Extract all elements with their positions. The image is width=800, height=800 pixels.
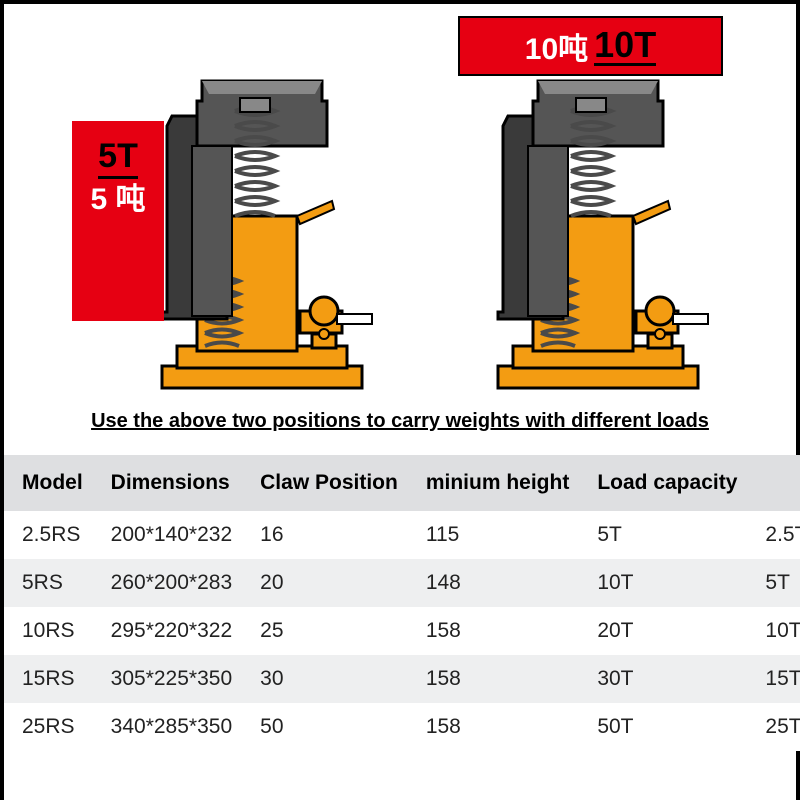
table-row: 5RS 260*200*283 20 148 10T 5T 24 <box>4 559 800 607</box>
cell: 260*200*283 <box>93 559 242 607</box>
label-5t: 5T 5 吨 <box>72 121 164 321</box>
cell: 16 <box>242 511 408 559</box>
spec-table: Model Dimensions Claw Position minium he… <box>4 455 800 751</box>
col-min-height: minium height <box>408 455 580 511</box>
cell: 2.5T <box>747 511 800 559</box>
col-claw-position: Claw Position <box>242 455 408 511</box>
page-frame: 5T 5 吨 <box>0 0 800 800</box>
label-10t-capacity: 10T <box>594 27 656 66</box>
cell: 148 <box>408 559 580 607</box>
cell: 15RS <box>4 655 93 703</box>
cell: 115 <box>408 511 580 559</box>
cell: 50 <box>242 703 408 751</box>
cell: 25 <box>242 607 408 655</box>
cell: 5T <box>747 559 800 607</box>
cell: 10RS <box>4 607 93 655</box>
col-load-capacity-2 <box>747 455 800 511</box>
caption-text: Use the above two positions to carry wei… <box>4 404 796 455</box>
table-row: 25RS 340*285*350 50 158 50T 25T 75 <box>4 703 800 751</box>
col-dimensions: Dimensions <box>93 455 242 511</box>
table-row: 15RS 305*225*350 30 158 30T 15T 53 <box>4 655 800 703</box>
cell: 10T <box>579 559 747 607</box>
label-10t: 10吨 10T <box>458 16 723 76</box>
cell: 158 <box>408 703 580 751</box>
cell: 20 <box>242 559 408 607</box>
diagrams-row: 5T 5 吨 <box>4 4 796 404</box>
cell: 340*285*350 <box>93 703 242 751</box>
label-5t-chinese: 5 吨 <box>90 185 145 215</box>
jack-right: 10吨 10T <box>418 16 748 396</box>
cell: 200*140*232 <box>93 511 242 559</box>
cell: 2.5RS <box>4 511 93 559</box>
table-body: 2.5RS 200*140*232 16 115 5T 2.5T 11 5RS … <box>4 511 800 751</box>
table-row: 10RS 295*220*322 25 158 20T 10T 36 <box>4 607 800 655</box>
cell: 25T <box>747 703 800 751</box>
cell: 5RS <box>4 559 93 607</box>
cell: 20T <box>579 607 747 655</box>
cell: 25RS <box>4 703 93 751</box>
cell: 30 <box>242 655 408 703</box>
jack-left: 5T 5 吨 <box>52 16 382 396</box>
cell: 50T <box>579 703 747 751</box>
col-load-capacity: Load capacity <box>579 455 747 511</box>
cell: 295*220*322 <box>93 607 242 655</box>
col-model: Model <box>4 455 93 511</box>
cell: 10T <box>747 607 800 655</box>
cell: 30T <box>579 655 747 703</box>
cell: 15T <box>747 655 800 703</box>
label-5t-capacity: 5T <box>98 139 138 179</box>
cell: 5T <box>579 511 747 559</box>
table-header-row: Model Dimensions Claw Position minium he… <box>4 455 800 511</box>
cell: 158 <box>408 607 580 655</box>
cell: 158 <box>408 655 580 703</box>
cell: 305*225*350 <box>93 655 242 703</box>
table-row: 2.5RS 200*140*232 16 115 5T 2.5T 11 <box>4 511 800 559</box>
label-10t-chinese: 10吨 <box>525 24 588 68</box>
